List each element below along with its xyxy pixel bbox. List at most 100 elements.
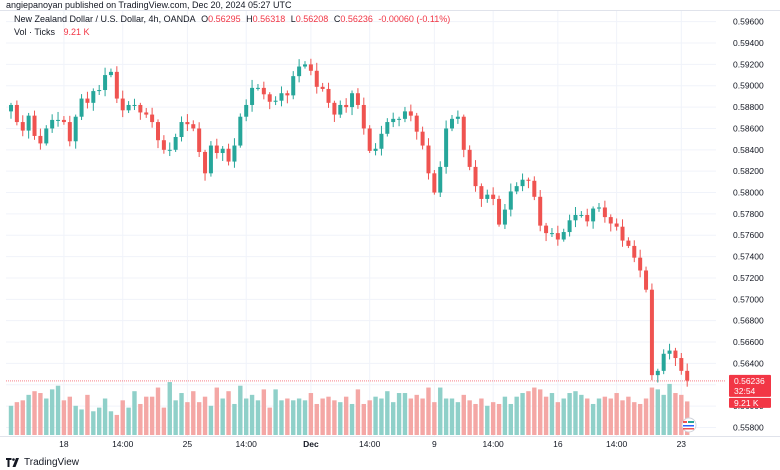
candle-body [20, 122, 25, 131]
volume-bar [367, 400, 372, 435]
footer: TradingView [6, 457, 79, 468]
price-tick-label: 0.58400 [733, 145, 764, 155]
volume-bar [26, 394, 31, 435]
volume-bar [102, 398, 108, 435]
volume-bar [285, 398, 290, 435]
volume-bar [108, 411, 114, 435]
candle-body [679, 358, 684, 371]
candle-body [467, 149, 472, 167]
volume-bar [232, 403, 237, 435]
volume-bar [226, 391, 231, 435]
low-value: 0.56208 [295, 14, 329, 24]
symbol-title[interactable]: New Zealand Dollar / U.S. Dollar, 4h, OA… [14, 14, 196, 24]
candle-body [314, 70, 319, 87]
volume-bar [538, 389, 543, 435]
candle-body [138, 104, 143, 113]
time-axis[interactable]: 18 14:00 25 14:00 Dec 14:00 9 14:00 16 14:00 23 [59, 439, 686, 449]
volume-bar [314, 403, 319, 435]
volume-bar [667, 383, 672, 435]
candle-body [255, 87, 260, 89]
price-axis[interactable]: 0.59600 0.59400 0.59200 0.59000 0.58800 0.586… [733, 17, 764, 433]
time-tick-label: 14:00 [236, 439, 258, 449]
candle-body [126, 104, 131, 111]
candle-body [538, 196, 543, 226]
legend-ohlc-row: New Zealand Dollar / U.S. Dollar, 4h, OA… [14, 13, 450, 26]
volume-bar [179, 393, 184, 435]
volume-bar [202, 396, 208, 435]
volume-bar [479, 398, 484, 435]
candle-body [279, 93, 284, 101]
candle-body [549, 233, 554, 235]
volume-bar [249, 394, 255, 435]
volume-bar [196, 402, 202, 435]
change-value: -0.00060 (-0.11%) [378, 14, 451, 24]
volume-bar [414, 394, 419, 435]
volume-bar [173, 400, 178, 435]
volume-bar [261, 389, 267, 435]
time-tick-label: 18 [59, 439, 69, 449]
footer-brand[interactable]: TradingView [24, 457, 80, 468]
volume-bar [485, 405, 490, 435]
volume-label[interactable]: Vol · Ticks [14, 27, 56, 37]
volume-bar [567, 393, 572, 435]
candle-body [385, 122, 390, 134]
candle-body [520, 179, 525, 187]
candle-body [397, 118, 402, 120]
candle-body [497, 198, 502, 225]
volume-bar [602, 396, 608, 435]
close-value: 0.56236 [340, 14, 373, 24]
volume-bar [14, 402, 20, 435]
volume-bar [338, 402, 343, 435]
candle-body [444, 128, 449, 167]
candle-body [573, 214, 578, 221]
volume-bar [55, 385, 61, 435]
candle-body [250, 87, 255, 105]
candle-body [414, 115, 419, 132]
price-tick-label: 0.56800 [733, 316, 764, 326]
volume-bar [549, 393, 555, 435]
volume-bar [208, 405, 214, 435]
candle-body [367, 128, 372, 151]
legend-volume-row: Vol · Ticks 9.21 K [14, 26, 450, 39]
volume-bar [496, 403, 502, 435]
candle-body [73, 116, 78, 142]
candle-body [167, 149, 172, 151]
candle-body [673, 350, 678, 359]
candle-body [355, 93, 360, 105]
price-tick-label: 0.57800 [733, 209, 764, 219]
publisher-line: angiepanoyan published on TradingView.co… [6, 0, 292, 10]
volume-bar [420, 398, 425, 435]
candle-body [532, 180, 537, 197]
volume-bar [426, 387, 431, 435]
volume-bar [543, 396, 549, 435]
candle-body [38, 135, 43, 144]
volume-bar [520, 393, 525, 435]
volume-bar [291, 400, 296, 435]
candle-body [597, 207, 601, 209]
candle-body [91, 91, 96, 103]
candle-body [85, 98, 90, 103]
candle-body [44, 128, 49, 144]
candle-body [661, 353, 666, 371]
time-tick-label: 25 [183, 439, 193, 449]
candle-body [502, 209, 507, 225]
price-tick-label: 0.59200 [733, 59, 764, 69]
candle-body [214, 145, 219, 154]
candle-body [226, 148, 231, 162]
volume-bar [38, 393, 43, 435]
time-tick-label: 14:00 [483, 439, 505, 449]
candle-body [620, 226, 625, 241]
volume-bar [91, 411, 96, 435]
volume-bar [185, 402, 190, 435]
volume-bar [596, 398, 602, 435]
volume-bar [97, 407, 102, 435]
volume-bar [167, 382, 172, 435]
candle-body [238, 116, 243, 146]
candle-body [614, 223, 619, 227]
price-tick-label: 0.57000 [733, 294, 764, 304]
candle-body [267, 94, 272, 102]
volume-bar [114, 414, 120, 435]
candle-body [450, 118, 454, 129]
candle-body [508, 191, 513, 210]
